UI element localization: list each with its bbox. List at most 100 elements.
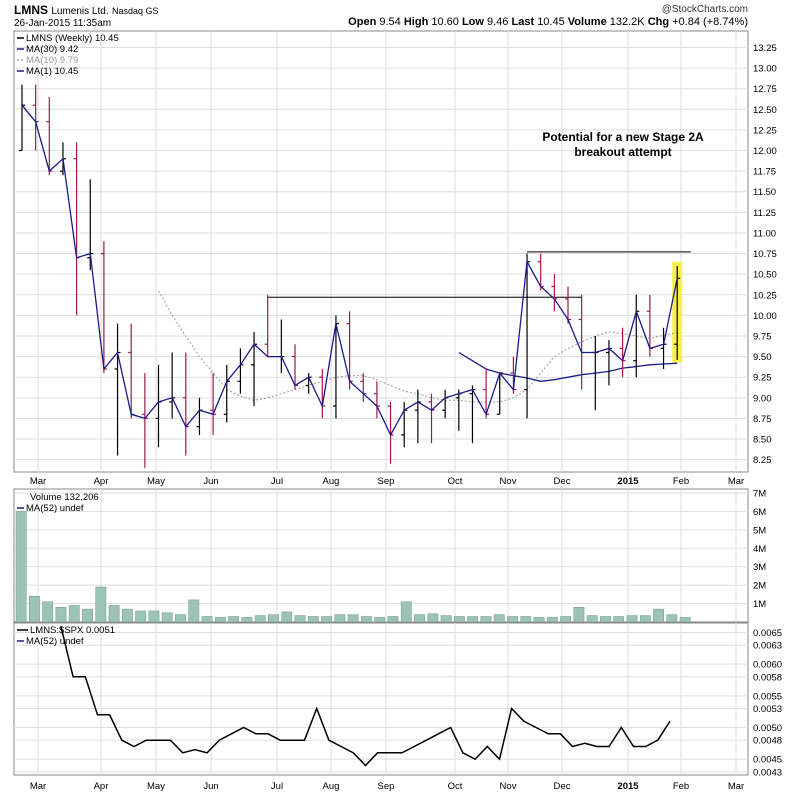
volume-ytick-label: 6M <box>753 507 766 518</box>
x-axis-label: Apr <box>94 781 109 792</box>
ratio-ytick-label: 0.0050 <box>753 723 782 734</box>
volume-bar <box>467 616 479 623</box>
open-value: 9.54 <box>379 16 401 28</box>
ohlc-bar <box>264 294 271 358</box>
price-ytick-label: 8.50 <box>753 435 772 446</box>
ma1-line <box>21 104 678 437</box>
volume-bar <box>679 617 691 623</box>
x-axis-label: Mar <box>30 476 46 487</box>
ohlc-bar <box>182 352 189 456</box>
volume-bar <box>42 601 54 623</box>
volume-bar <box>414 614 425 623</box>
low-label: Low <box>461 16 484 28</box>
volume-ytick-label: 7M <box>753 489 766 500</box>
volume-bar <box>148 610 160 623</box>
price-ytick-label: 8.75 <box>753 414 772 425</box>
x-axis-label: Jun <box>203 476 218 487</box>
volume-bar <box>361 616 372 623</box>
price-ytick-label: 12.25 <box>753 125 777 136</box>
ohlc-bar <box>674 265 681 360</box>
ohlc-bar <box>237 348 244 394</box>
price-ytick-label: 10.25 <box>753 290 777 301</box>
ratio-ytick-label: 0.0055 <box>753 691 782 702</box>
ratio-ytick-label: 0.0045 <box>753 755 782 766</box>
x-axis-label: May <box>147 781 165 792</box>
volume-ytick-label: 1M <box>753 599 766 610</box>
volume-bar <box>520 616 532 623</box>
price-ytick-label: 12.00 <box>753 146 777 157</box>
x-axis-label: Oct <box>448 781 463 792</box>
volume-bar <box>586 615 598 623</box>
ratio-ytick-label: 0.0043 <box>753 767 782 778</box>
price-ytick-label: 11.50 <box>753 187 776 198</box>
legend-price-title: LMNS (Weekly) 10.45 <box>26 33 119 44</box>
volume-bar <box>268 614 279 623</box>
volume-ytick-label: 5M <box>753 525 766 536</box>
volume-bar <box>374 617 386 623</box>
volume-frame <box>13 488 749 623</box>
x-axis-label: Mar <box>728 781 744 792</box>
volume-bar <box>214 617 226 623</box>
volume-bar <box>201 616 213 623</box>
volume-bar <box>387 616 399 623</box>
x-axis-label: Sep <box>378 781 395 792</box>
price-ytick-label: 13.00 <box>753 64 777 75</box>
volume-panel: 1M 2M 3M 4M 5M 6M 7M <box>13 488 766 623</box>
price-ytick-label: 8.25 <box>753 455 772 466</box>
volume-bar <box>573 607 585 623</box>
price-legend: LMNS (Weekly) 10.45 MA(30) 9.42 MA(10) 9… <box>26 33 119 77</box>
volume-bar <box>533 617 545 623</box>
ohlc-bar <box>292 344 298 390</box>
volume-label: Volume <box>567 16 607 28</box>
ma10-line <box>158 290 678 403</box>
price-ytick-label: 9.25 <box>753 373 772 384</box>
x-axis-label: Sep <box>378 476 395 487</box>
volume-bar <box>653 608 664 623</box>
x-axes: Mar Apr May Jun Jul Aug Sep Oct Nov Dec 2015 Feb Mar… <box>30 476 744 792</box>
volume-bar <box>666 614 678 623</box>
annotation-line-2: breakout attempt <box>574 145 671 159</box>
volume-bar <box>161 612 173 623</box>
price-ytick-label: 9.75 <box>753 331 772 342</box>
volume-bar <box>453 616 465 623</box>
volume-bar <box>307 616 319 623</box>
legend-ma30: MA(30) 9.42 <box>26 44 78 55</box>
price-ytick-label: 10.00 <box>753 311 777 322</box>
high-label: High <box>403 16 429 28</box>
legend-ma10: MA(10) 9.79 <box>26 55 78 66</box>
volume-bar <box>294 615 306 623</box>
open-label: Open <box>348 16 377 28</box>
x-axis-label: Feb <box>673 476 689 487</box>
price-ytick-label: 10.75 <box>753 249 777 260</box>
volume-ytick-label: 4M <box>753 544 766 555</box>
x-axis-label: 2015 <box>617 476 639 487</box>
volume-bar <box>560 616 572 623</box>
high-value: 10.60 <box>431 16 459 28</box>
x-axis-label: Jul <box>271 781 283 792</box>
x-axis-label: Nov <box>500 781 517 792</box>
x-axis-label: Dec <box>554 781 571 792</box>
last-label: Last <box>511 16 535 28</box>
volume-bar <box>440 615 452 623</box>
ohlc-bar <box>605 340 612 386</box>
ohlc-bar <box>455 389 462 431</box>
volume-bar <box>281 611 293 623</box>
x-axis-label: Aug <box>323 781 340 792</box>
volume-ytick-label: 2M <box>753 581 766 592</box>
ohlc-bar <box>442 389 449 419</box>
price-ytick-label: 11.00 <box>753 228 776 239</box>
volume-bar <box>507 616 518 623</box>
volume-bar <box>135 610 147 623</box>
ohlc-bar <box>373 381 380 419</box>
volume-bar <box>188 599 200 623</box>
price-ytick-label: 9.50 <box>753 352 772 363</box>
price-panel: 8.25 8.50 8.75 9.00 9.25 9.50 9.75 10.00 10.25 10… <box>13 30 777 473</box>
x-axis-label: Feb <box>673 781 689 792</box>
x-axis-label: May <box>147 476 165 487</box>
volume-bar <box>613 616 625 623</box>
ratio-line <box>60 626 671 767</box>
volume-value: 132.2K <box>609 16 645 28</box>
ratio-ytick-label: 0.0058 <box>753 672 782 683</box>
